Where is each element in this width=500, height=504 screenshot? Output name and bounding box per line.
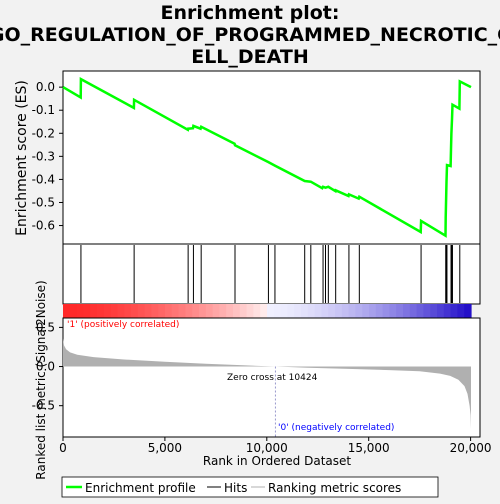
color-bar-segment xyxy=(382,304,390,318)
color-bar-segment xyxy=(117,304,125,318)
x-axis-label: Rank in Ordered Dataset xyxy=(203,454,351,468)
metric-y-tick-label: 0.0 xyxy=(36,360,55,374)
color-bar-segment xyxy=(199,304,207,318)
color-bar-segment xyxy=(192,304,200,318)
color-bar-segment xyxy=(165,304,173,318)
color-bar-segment xyxy=(430,304,438,318)
color-bar-segment xyxy=(423,304,431,318)
plot-title-line-2: GO_REGULATION_OF_PROGRAMMED_NECROTIC_C xyxy=(0,24,500,46)
x-axis: 0 5,000 10,000 15,000 20,000 xyxy=(59,437,492,455)
color-bar-segment xyxy=(335,304,343,318)
negative-correlation-label: '0' (negatively correlated) xyxy=(278,423,394,433)
color-bar-segment xyxy=(314,304,322,318)
hit-marks xyxy=(80,245,461,303)
color-bar-segment xyxy=(151,304,159,318)
es-y-tick-label: -0.3 xyxy=(32,149,55,163)
color-bar-segment xyxy=(287,304,295,318)
es-y-axis-label: Enrichment score (ES) xyxy=(14,80,30,236)
color-bar-segment xyxy=(301,304,309,318)
es-y-axis: 0.0 -0.1 -0.2 -0.3 -0.4 -0.5 -0.6 xyxy=(32,80,63,233)
color-bar-segment xyxy=(239,304,248,318)
es-y-tick-label: -0.4 xyxy=(32,172,55,186)
color-bar-segment xyxy=(443,304,452,318)
rank-color-bar xyxy=(63,304,472,318)
color-bar-segment xyxy=(212,304,220,318)
color-bar-segment xyxy=(389,304,397,318)
positive-correlation-label: '1' (positively correlated) xyxy=(67,320,179,330)
color-bar-segment xyxy=(158,304,166,318)
color-bar-segment xyxy=(328,304,336,318)
color-bar-segment xyxy=(409,304,418,318)
color-bar-segment xyxy=(219,304,227,318)
color-bar-segment xyxy=(450,304,458,318)
plot-title-line-1: Enrichment plot: xyxy=(161,2,340,24)
color-bar-segment xyxy=(307,304,316,318)
color-bar-segment xyxy=(124,304,132,318)
plot-title-line-3: ELL_DEATH xyxy=(191,46,309,68)
color-bar-segment xyxy=(260,304,268,318)
color-bar-segment xyxy=(321,304,329,318)
color-bar-segment xyxy=(246,304,254,318)
x-tick-label: 0 xyxy=(59,441,67,455)
metric-y-axis-label: Ranked list metric (Signal2Noise) xyxy=(34,280,48,479)
metric-y-tick-label: -0.5 xyxy=(32,399,55,413)
color-bar-segment xyxy=(144,304,152,318)
color-bar-segment xyxy=(294,304,302,318)
legend-hits-label: Hits xyxy=(224,481,247,495)
color-bar-segment xyxy=(185,304,193,318)
legend-es-label: Enrichment profile xyxy=(85,481,196,495)
color-bar-segment xyxy=(137,304,146,318)
es-y-tick-label: 0.0 xyxy=(36,80,55,94)
color-bar-segment xyxy=(178,304,186,318)
color-bar-segment xyxy=(110,304,118,318)
color-bar-segment xyxy=(205,304,214,318)
legend-box xyxy=(61,476,439,498)
zero-cross-label: Zero cross at 10424 xyxy=(227,373,318,383)
color-bar-segment xyxy=(103,304,112,318)
es-y-tick-label: -0.2 xyxy=(32,126,55,140)
color-bar-segment xyxy=(403,304,411,318)
es-panel-frame xyxy=(62,70,481,245)
color-bar-segment xyxy=(369,304,377,318)
color-bar-segment xyxy=(253,304,261,318)
metric-y-tick-label: 0.5 xyxy=(36,320,55,334)
color-bar-segment xyxy=(97,304,105,318)
hits-panel-frame xyxy=(62,243,481,305)
color-bar-segment xyxy=(171,304,180,318)
color-bar-segment xyxy=(375,304,384,318)
color-bar-segment xyxy=(63,304,71,318)
x-tick-label: 20,000 xyxy=(450,441,492,455)
color-bar-segment xyxy=(396,304,404,318)
color-bar-segment xyxy=(76,304,84,318)
color-bar-segment xyxy=(464,304,472,318)
color-bar-segment xyxy=(355,304,363,318)
color-bar-segment xyxy=(90,304,98,318)
es-y-tick-label: -0.1 xyxy=(32,103,55,117)
color-bar-segment xyxy=(273,304,282,318)
color-bar-segment xyxy=(69,304,78,318)
color-bar-segment xyxy=(131,304,139,318)
metric-panel-frame xyxy=(62,317,481,438)
x-tick-label: 15,000 xyxy=(348,441,390,455)
es-y-tick-label: -0.5 xyxy=(32,195,55,209)
color-bar-segment xyxy=(416,304,424,318)
color-bar-segment xyxy=(362,304,370,318)
color-bar-segment xyxy=(457,304,465,318)
color-bar-segment xyxy=(348,304,356,318)
es-y-tick-label: -0.6 xyxy=(32,219,55,233)
metric-y-axis: 0.5 0.0 -0.5 xyxy=(32,320,63,413)
es-profile-line xyxy=(62,77,472,238)
color-bar-segment xyxy=(83,304,91,318)
color-bar-segment xyxy=(437,304,445,318)
color-bar-segment xyxy=(341,304,350,318)
x-tick-label: 5,000 xyxy=(148,441,182,455)
color-bar-segment xyxy=(280,304,288,318)
legend-metric-label: Ranking metric scores xyxy=(268,481,401,495)
color-bar-segment xyxy=(267,304,275,318)
color-bar-segment xyxy=(226,304,234,318)
x-tick-label: 10,000 xyxy=(246,441,288,455)
color-bar-segment xyxy=(233,304,241,318)
